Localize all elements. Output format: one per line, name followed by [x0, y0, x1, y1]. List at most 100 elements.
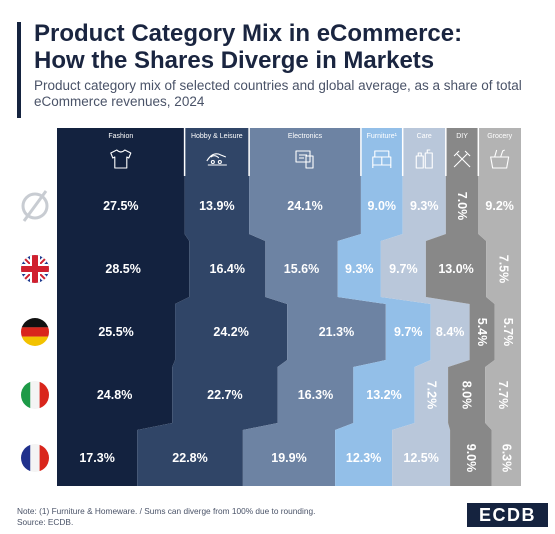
column-header-fashion: Fashion: [57, 128, 185, 176]
chart-title-line-2: How the Shares Diverge in Markets: [34, 47, 435, 74]
band-diy-2: [425, 297, 495, 304]
germany-flag-icon: [21, 318, 49, 346]
value-label-fashion-global-average: 27.5%: [103, 199, 138, 213]
column-header-label-care: Care: [417, 133, 432, 140]
band-care-1: [380, 234, 446, 241]
value-label-hobby-leisure-united-kingdom: 16.4%: [210, 262, 245, 276]
bar-segment-furniture-italy: [353, 367, 415, 423]
value-label-grocery-global-average: 9.2%: [485, 199, 514, 213]
band-care-0: [402, 176, 446, 178]
band-hobby-leisure-1: [184, 234, 266, 241]
bar-segment-fashion-united-kingdom: [57, 241, 190, 297]
bar-segment-electronics-italy: [277, 367, 354, 423]
column-header-label-diy: DIY: [456, 133, 468, 140]
value-label-electronics-united-kingdom: 15.6%: [284, 262, 319, 276]
value-label-electronics-germany: 21.3%: [319, 325, 354, 339]
band-furniture-4: [335, 423, 415, 430]
band-furniture-0: [360, 176, 403, 178]
column-header-box-care: [402, 128, 446, 176]
value-label-fashion-italy: 24.8%: [97, 388, 132, 402]
value-label-care-italy: 7.2%: [424, 381, 438, 410]
band-hobby-leisure-3: [172, 360, 288, 367]
band-hobby-leisure-2: [175, 297, 288, 304]
band-care-4: [392, 423, 451, 430]
band-grocery-3: [485, 360, 521, 367]
column-header-care: Care: [401, 128, 446, 176]
footnote-source: Source: ECDB.: [17, 517, 74, 527]
bar-segment-fashion-france: [57, 430, 138, 486]
bar-segment-diy-united-kingdom: [425, 241, 487, 297]
band-electronics-2: [265, 297, 386, 304]
column-header-grocery: Grocery: [477, 128, 521, 176]
band-grocery-2: [486, 297, 521, 304]
chart-subtitle: Product category mix of selected countri…: [34, 78, 522, 109]
furniture-icon: [372, 150, 392, 168]
column-header-box-electronics: [249, 128, 361, 176]
band-diy-0: [445, 176, 479, 178]
uk-flag-icon: [21, 255, 49, 283]
bar-segment-diy-italy: [448, 367, 486, 423]
value-label-hobby-leisure-italy: 22.7%: [207, 388, 242, 402]
bar-segment-grocery-germany: [494, 304, 521, 360]
bar-segment-grocery-france: [491, 430, 521, 486]
bar-segment-electronics-germany: [287, 304, 386, 360]
bar-segment-grocery-italy: [485, 367, 521, 423]
chart-column-headers: Fashion Hobby & Leisure Electronics Furnitu…: [57, 128, 521, 176]
hobby-icon: [206, 153, 227, 166]
value-label-furniture-united-kingdom: 9.3%: [345, 262, 374, 276]
bar-segment-diy-global-average: [445, 178, 479, 234]
column-header-hobby-leisure: Hobby & Leisure: [183, 128, 250, 176]
band-diy-4: [448, 423, 492, 430]
bar-segment-care-france: [392, 430, 451, 486]
value-label-diy-global-average: 7.0%: [455, 192, 469, 221]
stacked-bar-chart: 27.5% 13.9% 24.1% 9.0% 9.3% 7.0% 9.2% 28.5% 16.4…: [21, 128, 521, 486]
bar-segment-electronics-france: [242, 430, 336, 486]
value-label-electronics-global-average: 24.1%: [287, 199, 322, 213]
bar-segment-diy-germany: [469, 304, 495, 360]
tshirt-icon: [110, 149, 132, 169]
chart-rows: 27.5% 13.9% 24.1% 9.0% 9.3% 7.0% 9.2% 28.5% 16.4…: [57, 176, 521, 486]
bar-segment-diy-france: [450, 430, 492, 486]
chart-title-line-1: Product Category Mix in eCommerce:: [34, 20, 463, 47]
bar-segment-fashion-italy: [57, 367, 173, 423]
france-flag-icon: [21, 444, 49, 472]
band-electronics-4: [242, 423, 354, 430]
column-header-label-fashion: Fashion: [108, 133, 133, 140]
value-label-care-united-kingdom: 9.7%: [389, 262, 418, 276]
band-care-2: [380, 297, 470, 304]
chart-row-icons: [21, 190, 49, 472]
value-label-hobby-leisure-global-average: 13.9%: [199, 199, 234, 213]
bar-segment-hobby-leisure-france: [137, 430, 243, 486]
bar-segment-grocery-global-average: [478, 178, 521, 234]
bar-segment-hobby-leisure-united-kingdom: [189, 241, 266, 297]
column-header-diy: DIY: [445, 128, 479, 176]
band-electronics-3: [277, 360, 386, 367]
chart-title: Product Category Mix in eCommerce: How t…: [34, 20, 549, 74]
band-grocery-1: [478, 234, 521, 241]
value-label-grocery-united-kingdom: 7.5%: [497, 255, 511, 284]
value-label-fashion-france: 17.3%: [79, 451, 114, 465]
bar-segment-furniture-germany: [385, 304, 431, 360]
band-grocery-4: [485, 423, 521, 430]
band-electronics-0: [249, 176, 361, 178]
bar-segment-hobby-leisure-germany: [175, 304, 288, 360]
value-label-hobby-leisure-germany: 24.2%: [213, 325, 248, 339]
column-header-label-furniture: Furniture¹: [367, 133, 398, 140]
column-header-furniture: Furniture¹: [360, 128, 403, 176]
bar-segment-care-germany: [430, 304, 470, 360]
footnote-note: Note: (1) Furniture & Homeware. / Sums c…: [17, 506, 316, 516]
bar-segment-care-italy: [414, 367, 449, 423]
value-label-hobby-leisure-france: 22.8%: [172, 451, 207, 465]
value-label-furniture-global-average: 9.0%: [368, 199, 397, 213]
band-diy-3: [448, 360, 495, 367]
bar-segment-furniture-france: [335, 430, 393, 486]
value-label-electronics-italy: 16.3%: [298, 388, 333, 402]
column-header-box-diy: [445, 128, 479, 176]
value-label-diy-germany: 5.4%: [475, 318, 489, 347]
value-label-care-global-average: 9.3%: [410, 199, 439, 213]
value-label-furniture-italy: 13.2%: [366, 388, 401, 402]
bar-segment-care-united-kingdom: [380, 241, 426, 297]
title-accent-bar: [17, 22, 21, 118]
value-label-grocery-france: 6.3%: [499, 444, 513, 473]
value-label-furniture-france: 12.3%: [346, 451, 381, 465]
